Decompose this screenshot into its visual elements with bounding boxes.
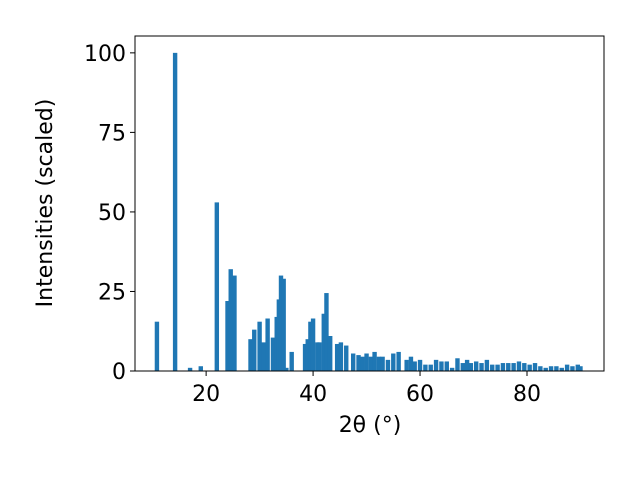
bar — [548, 366, 554, 371]
bar — [479, 363, 484, 371]
bar — [380, 356, 385, 371]
y-tick-label: 75 — [98, 121, 126, 146]
bar — [412, 361, 417, 371]
bar — [417, 359, 423, 371]
bar — [464, 359, 470, 371]
bar — [338, 342, 344, 371]
bar — [302, 343, 308, 371]
y-tick-label: 25 — [98, 280, 126, 305]
bar — [334, 343, 340, 371]
y-tick-label: 50 — [98, 201, 126, 226]
bar — [356, 355, 361, 371]
bar — [198, 366, 203, 371]
bar — [248, 339, 253, 371]
bar — [252, 329, 257, 371]
y-axis-label: Intensities (scaled) — [33, 99, 58, 308]
bar — [364, 353, 369, 371]
bar — [368, 356, 374, 371]
bar — [228, 269, 233, 371]
bar — [408, 356, 414, 371]
bar — [449, 367, 455, 371]
bar — [484, 359, 490, 371]
bar — [423, 364, 428, 371]
y-tick-label: 0 — [112, 360, 126, 385]
plot-frame — [134, 35, 605, 372]
bar — [284, 367, 289, 371]
x-tick-label: 40 — [299, 382, 327, 407]
x-axis-label: 2θ (°) — [339, 413, 402, 438]
bar — [344, 345, 349, 371]
bar — [506, 363, 511, 371]
bar — [376, 356, 382, 371]
bar — [433, 359, 439, 371]
x-tick-label: 20 — [192, 382, 220, 407]
bar — [270, 337, 276, 371]
bar — [460, 363, 466, 371]
bar — [305, 339, 310, 371]
bar — [310, 318, 316, 371]
bar — [500, 363, 506, 371]
bar — [391, 353, 396, 371]
bar — [278, 275, 284, 371]
bar — [257, 321, 262, 371]
bar — [439, 361, 444, 371]
bar — [564, 364, 570, 371]
bar — [570, 366, 575, 371]
bar — [490, 364, 495, 371]
bar — [444, 361, 449, 371]
bar — [289, 351, 294, 371]
bar — [516, 361, 522, 371]
bar — [360, 356, 365, 371]
bar — [559, 367, 564, 371]
bar — [473, 361, 479, 371]
bar — [324, 293, 329, 371]
bar — [511, 363, 516, 371]
bar — [172, 52, 178, 371]
bar — [404, 359, 409, 371]
x-tick-label: 80 — [513, 382, 541, 407]
bar — [428, 364, 433, 371]
bar — [455, 358, 460, 371]
bar — [554, 366, 559, 371]
y-tick-label: 100 — [84, 42, 126, 67]
bar — [350, 353, 356, 371]
bar — [321, 313, 326, 371]
bar — [261, 342, 266, 371]
bar — [532, 363, 538, 371]
bar — [543, 367, 548, 371]
bar — [317, 342, 322, 371]
bar — [522, 363, 527, 371]
bar — [578, 366, 583, 371]
bar — [527, 364, 532, 371]
bar — [225, 301, 230, 371]
bar — [154, 321, 160, 371]
x-tick-label: 60 — [406, 382, 434, 407]
bar — [232, 275, 237, 371]
bar — [214, 202, 220, 371]
bar — [575, 364, 580, 371]
bar — [308, 321, 313, 371]
bar — [538, 366, 543, 371]
bar — [372, 351, 377, 371]
bar — [327, 336, 333, 371]
bar — [187, 367, 193, 371]
bar — [468, 363, 474, 371]
bar — [281, 278, 286, 371]
bar — [385, 359, 391, 371]
bar — [396, 351, 401, 371]
bar — [495, 364, 500, 371]
bar — [265, 318, 270, 371]
